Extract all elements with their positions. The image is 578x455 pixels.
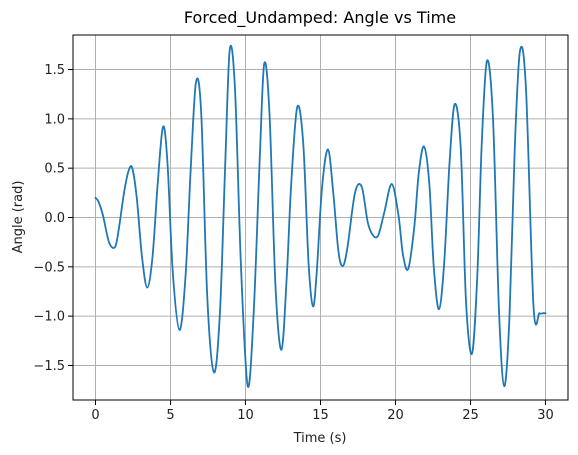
- y-tick-label: −0.5: [33, 260, 65, 275]
- y-tick-label: 1.0: [44, 112, 65, 127]
- y-axis-label: Angle (rad): [11, 181, 26, 254]
- y-axis-ticks: −1.5 −1.0 −0.5 0.0 0.5 1.0 1.5: [33, 63, 73, 374]
- y-tick-label: −1.0: [33, 310, 65, 325]
- x-axis-label: Time (s): [293, 431, 347, 446]
- plot-area: 0 5 10 15 20 25 30 −1.5 −1.0 −0.5 0.0 0.5 1.0 1.5: [33, 34, 569, 423]
- x-tick-label: 10: [237, 408, 254, 423]
- x-tick-label: 25: [462, 408, 479, 423]
- x-tick-label: 15: [312, 408, 329, 423]
- series-line: [94, 44, 547, 388]
- y-tick-label: 0.5: [44, 162, 65, 177]
- x-tick-label: 30: [537, 408, 554, 423]
- y-tick-label: 0.0: [44, 211, 65, 226]
- y-tick-label: 1.5: [44, 63, 65, 78]
- chart-title: Forced_Undamped: Angle vs Time: [184, 8, 456, 28]
- x-axis-ticks: 0 5 10 15 20 25 30: [91, 400, 554, 423]
- x-tick-label: 5: [166, 408, 174, 423]
- x-tick-label: 20: [387, 408, 404, 423]
- y-tick-label: −1.5: [33, 359, 65, 374]
- x-tick-label: 0: [91, 408, 99, 423]
